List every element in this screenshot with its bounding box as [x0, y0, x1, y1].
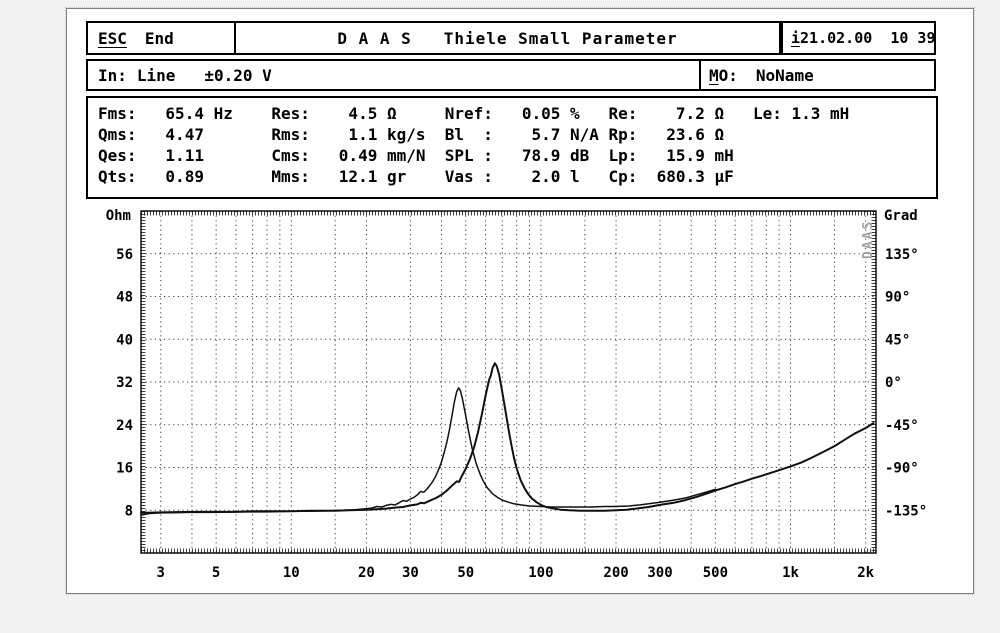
daas-watermark: DAAS	[861, 220, 876, 259]
param-label: Cp:	[608, 167, 638, 186]
param-label: Res:	[271, 104, 310, 123]
y-left-tick-label: 48	[116, 290, 133, 306]
datetime-label: 21.02.00 10 39	[800, 29, 936, 47]
y-left-tick-label: 56	[116, 247, 133, 263]
param-label: Cms:	[271, 146, 310, 165]
esc-end-button[interactable]: ESC End	[86, 21, 245, 55]
param-value: 1.1 kg/s	[338, 125, 426, 144]
param-value: 15.9 mH	[656, 146, 734, 165]
param-value: 23.6 Ω	[656, 125, 725, 144]
y-left-tick-label: 8	[125, 503, 133, 519]
esc-button-label: End	[144, 28, 174, 48]
param-label: Le:	[752, 104, 782, 123]
param-value: 65.4 Hz	[165, 104, 233, 123]
param-label: Vas :	[444, 167, 493, 186]
y-left-tick-label: 32	[116, 375, 133, 391]
title-bar: D A A S Thiele Small Parameter	[234, 21, 781, 55]
param-label: Mms:	[271, 167, 310, 186]
param-value: 5.7 N/A	[521, 125, 599, 144]
model-label-rest: O:	[718, 65, 738, 85]
y-right-tick-label: -45°	[885, 418, 919, 434]
param-value: 7.2 Ω	[656, 104, 725, 123]
param-value: 1.3 mH	[791, 104, 850, 123]
input-source-label: In:	[98, 65, 127, 85]
param-label: Qes:	[98, 146, 137, 165]
param-label: Nref:	[444, 104, 493, 123]
x-tick-label: 2k	[857, 565, 874, 581]
esc-hotkey: ESC	[98, 28, 127, 48]
model-name-field[interactable]: M O: NoName	[699, 59, 936, 91]
param-value: 0.05 %	[521, 104, 580, 123]
x-tick-label: 1k	[782, 565, 799, 581]
x-tick-label: 300	[647, 565, 672, 581]
impedance-curve-second-46hz	[140, 387, 717, 516]
input-source-value: Line ±0.20 V	[136, 65, 272, 85]
param-value: 78.9 dB	[521, 146, 590, 165]
param-value: 0.49 mm/N	[338, 146, 426, 165]
param-label: Lp:	[608, 146, 638, 165]
x-tick-label: 500	[703, 565, 728, 581]
param-value: 4.5 Ω	[338, 104, 397, 123]
thiele-small-parameters-table: Fms: 65.4 Hz Res: 4.5 Ω Nref: 0.05 % Re: 7.2 …	[86, 96, 938, 199]
page-title: D A A S Thiele Small Parameter	[337, 28, 678, 48]
param-label: Qms:	[98, 125, 137, 144]
y-right-tick-label: -135°	[885, 503, 927, 519]
param-value: 2.0 l	[521, 167, 580, 186]
param-label: Bl :	[444, 125, 493, 144]
param-label: Fms:	[98, 104, 137, 123]
impedance-phase-chart: Ohm Grad 56 48 40 32 24 16 8 135° 90° 45° 0° -45° -90°…	[106, 208, 927, 581]
y-right-tick-label: -90°	[885, 461, 919, 477]
param-label: Rms:	[271, 125, 310, 144]
param-value: 0.89	[165, 167, 204, 186]
x-tick-label: 10	[283, 565, 300, 581]
plot-frame	[140, 210, 877, 554]
x-tick-label: 200	[603, 565, 628, 581]
y-left-tick-label: 40	[116, 332, 133, 348]
x-tick-label: 30	[402, 565, 419, 581]
y-left-axis-title: Ohm	[106, 208, 131, 224]
param-label: Rp:	[608, 125, 638, 144]
param-row-0: Fms: 65.4 Hz Res: 4.5 Ω Nref: 0.05 % Re: 7.2 …	[98, 103, 936, 124]
param-row-1: Qms: 4.47 Rms: 1.1 kg/s Bl : 5.7 N/A Rp: 23.…	[98, 124, 936, 145]
param-label: Re:	[608, 104, 638, 123]
axis-labels: Ohm Grad 56 48 40 32 24 16 8 135° 90° 45° 0° -45° -90°…	[106, 208, 927, 581]
y-right-axis-title: Grad	[884, 208, 918, 224]
x-tick-label: 3	[157, 565, 165, 581]
param-value: 12.1 gr	[338, 167, 407, 186]
input-source-field[interactable]: In: Line ±0.20 V	[86, 59, 703, 91]
y-left-tick-label: 24	[116, 418, 133, 434]
info-hotkey: i	[791, 29, 801, 47]
param-value: 1.11	[165, 146, 204, 165]
y-right-tick-label: 0°	[885, 375, 902, 391]
model-hotkey: M	[709, 65, 719, 85]
impedance-curve-main-65hz	[140, 362, 875, 514]
y-right-tick-label: 135°	[885, 247, 919, 263]
param-value: 680.3 µF	[656, 167, 734, 186]
y-left-tick-label: 16	[116, 461, 133, 477]
param-row-2: Qes: 1.11 Cms: 0.49 mm/N SPL : 78.9 dB Lp: 15.…	[98, 145, 936, 166]
model-name-value: NoName	[755, 65, 814, 85]
x-tick-label: 50	[457, 565, 474, 581]
param-row-3: Qts: 0.89 Mms: 12.1 gr Vas : 2.0 l Cp: 680.3 µ…	[98, 166, 936, 187]
x-tick-label: 20	[358, 565, 375, 581]
y-right-tick-label: 90°	[885, 290, 910, 306]
x-tick-label: 100	[528, 565, 553, 581]
y-right-tick-label: 45°	[885, 332, 910, 348]
param-label: Qts:	[98, 167, 137, 186]
param-label: SPL :	[444, 146, 493, 165]
x-tick-label: 5	[212, 565, 220, 581]
param-value: 4.47	[165, 125, 204, 144]
chart-gridlines	[141, 211, 876, 553]
info-date-button[interactable]: i 21.02.00 10 39	[781, 21, 936, 55]
